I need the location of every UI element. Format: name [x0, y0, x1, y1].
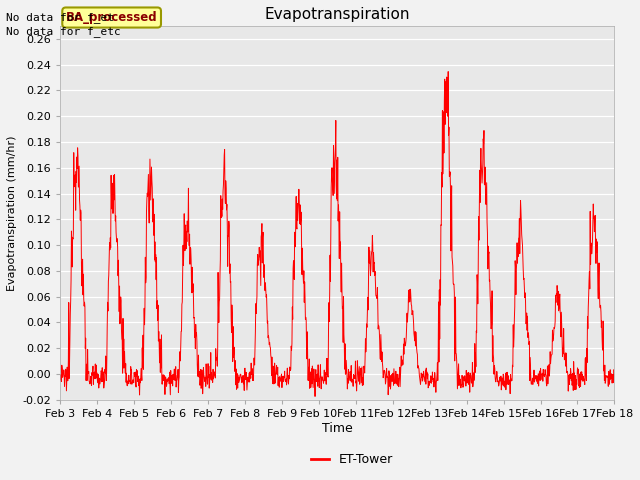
X-axis label: Time: Time [322, 421, 353, 435]
Y-axis label: Evapotranspiration (mm/hr): Evapotranspiration (mm/hr) [7, 135, 17, 290]
Text: No data for f_etc: No data for f_etc [6, 26, 121, 37]
Text: BA_processed: BA_processed [66, 11, 157, 24]
Text: No data for f_et: No data for f_et [6, 12, 115, 23]
Title: Evapotranspiration: Evapotranspiration [264, 7, 410, 22]
Legend: ET-Tower: ET-Tower [305, 448, 399, 471]
